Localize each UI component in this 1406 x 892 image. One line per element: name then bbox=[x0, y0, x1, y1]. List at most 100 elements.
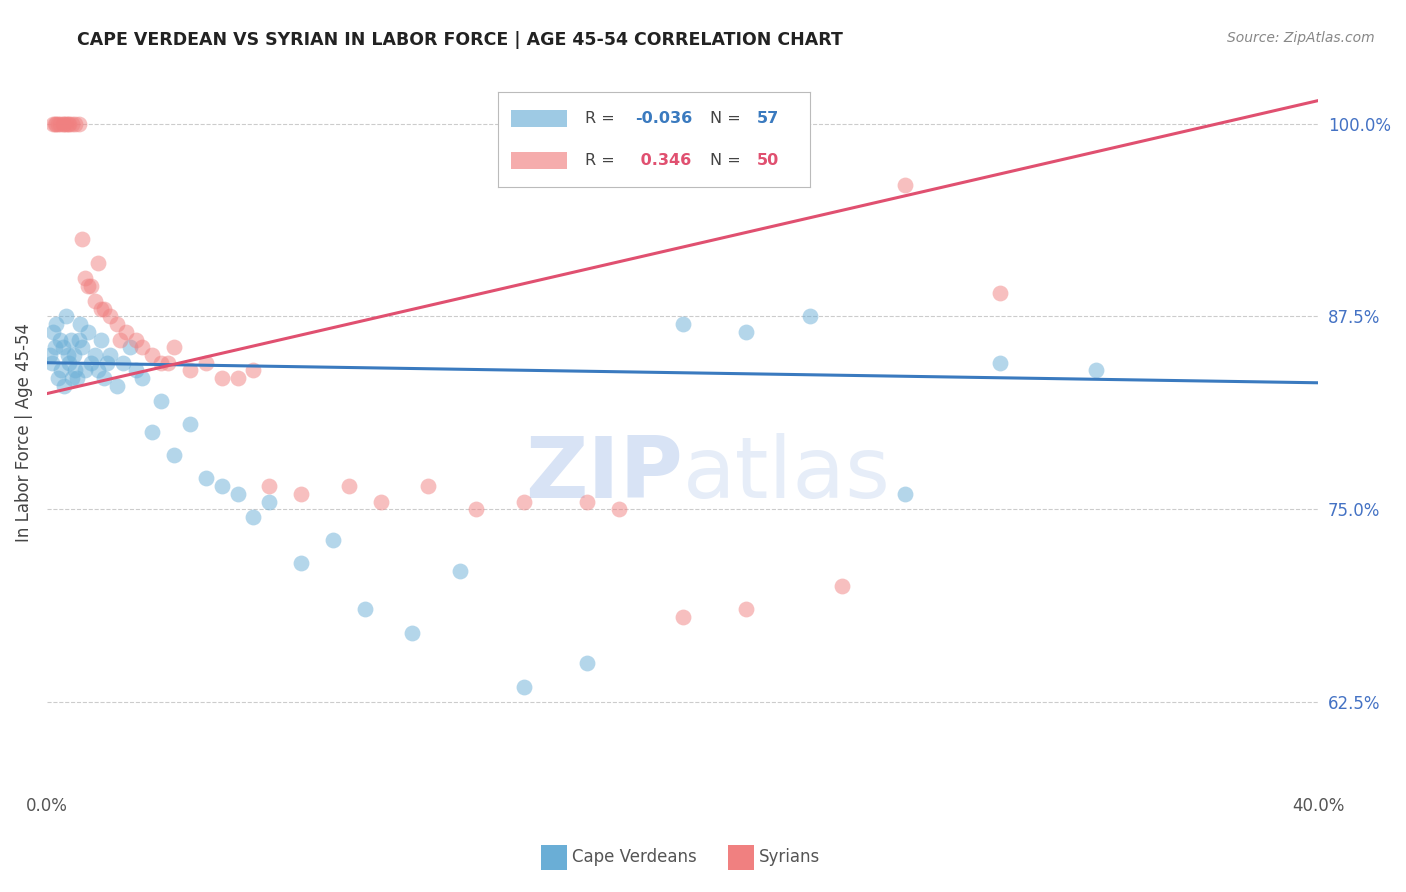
Point bbox=[45, 117, 67, 131]
Y-axis label: In Labor Force | Age 45-54: In Labor Force | Age 45-54 bbox=[15, 323, 32, 541]
Point bbox=[322, 533, 344, 547]
Point bbox=[226, 487, 249, 501]
Text: Cape Verdeans: Cape Verdeans bbox=[572, 848, 697, 866]
Point bbox=[831, 579, 853, 593]
Point bbox=[77, 278, 100, 293]
Point bbox=[69, 317, 91, 331]
Point bbox=[290, 556, 312, 570]
Point bbox=[65, 363, 87, 377]
Point bbox=[67, 333, 90, 347]
Point bbox=[607, 502, 630, 516]
Point bbox=[100, 348, 122, 362]
Point bbox=[58, 356, 80, 370]
Point bbox=[211, 479, 233, 493]
Point bbox=[242, 510, 264, 524]
Point bbox=[90, 301, 112, 316]
Text: Source: ZipAtlas.com: Source: ZipAtlas.com bbox=[1227, 31, 1375, 45]
Point bbox=[576, 657, 599, 671]
Point bbox=[990, 356, 1012, 370]
Point bbox=[418, 479, 440, 493]
Point bbox=[87, 255, 110, 269]
Point bbox=[194, 356, 217, 370]
Point bbox=[93, 301, 115, 316]
Point bbox=[52, 117, 75, 131]
Point bbox=[46, 371, 69, 385]
Point bbox=[671, 317, 693, 331]
Point bbox=[58, 117, 80, 131]
Text: atlas: atlas bbox=[682, 434, 890, 516]
Point bbox=[194, 471, 217, 485]
Point bbox=[59, 333, 82, 347]
Point bbox=[67, 117, 90, 131]
Point bbox=[87, 363, 110, 377]
Point bbox=[512, 680, 534, 694]
Point bbox=[105, 379, 128, 393]
Point bbox=[83, 294, 105, 309]
Point bbox=[990, 286, 1012, 301]
Point bbox=[150, 394, 173, 409]
Point bbox=[90, 333, 112, 347]
Point bbox=[735, 325, 758, 339]
Point bbox=[80, 278, 103, 293]
Point bbox=[141, 348, 163, 362]
Point bbox=[53, 379, 76, 393]
Point bbox=[56, 348, 79, 362]
Point bbox=[55, 117, 77, 131]
Text: ZIP: ZIP bbox=[524, 434, 682, 516]
Point bbox=[48, 117, 70, 131]
Point bbox=[51, 363, 73, 377]
Point bbox=[60, 117, 83, 131]
Point bbox=[73, 363, 96, 377]
Point bbox=[131, 340, 153, 354]
Point bbox=[45, 317, 67, 331]
Point bbox=[42, 117, 65, 131]
Point bbox=[290, 487, 312, 501]
Point bbox=[83, 348, 105, 362]
Point bbox=[894, 178, 917, 193]
Point bbox=[141, 425, 163, 439]
Point bbox=[46, 117, 69, 131]
Point bbox=[100, 310, 122, 324]
Point bbox=[150, 356, 173, 370]
Point bbox=[125, 363, 148, 377]
Point bbox=[259, 494, 281, 508]
Point bbox=[80, 356, 103, 370]
Point bbox=[118, 340, 141, 354]
Point bbox=[226, 371, 249, 385]
Point bbox=[48, 333, 70, 347]
Point bbox=[1084, 363, 1107, 377]
Point bbox=[353, 602, 375, 616]
Point bbox=[242, 363, 264, 377]
Point bbox=[259, 479, 281, 493]
Point bbox=[60, 371, 83, 385]
Point bbox=[66, 371, 89, 385]
Point bbox=[163, 448, 186, 462]
Point bbox=[70, 340, 93, 354]
Point bbox=[39, 348, 62, 362]
Point bbox=[401, 625, 423, 640]
Point bbox=[96, 356, 118, 370]
Point bbox=[65, 117, 87, 131]
Point bbox=[735, 602, 758, 616]
Point bbox=[894, 487, 917, 501]
Point bbox=[576, 494, 599, 508]
Point bbox=[53, 117, 76, 131]
Point bbox=[105, 317, 128, 331]
Point bbox=[44, 340, 66, 354]
Text: Syrians: Syrians bbox=[759, 848, 821, 866]
Point bbox=[44, 117, 66, 131]
Point bbox=[42, 325, 65, 339]
Point bbox=[115, 325, 138, 339]
Point bbox=[799, 310, 821, 324]
Text: CAPE VERDEAN VS SYRIAN IN LABOR FORCE | AGE 45-54 CORRELATION CHART: CAPE VERDEAN VS SYRIAN IN LABOR FORCE | … bbox=[77, 31, 844, 49]
Point bbox=[55, 310, 77, 324]
Point bbox=[671, 610, 693, 624]
Point bbox=[93, 371, 115, 385]
Point bbox=[77, 325, 100, 339]
Point bbox=[63, 348, 86, 362]
Point bbox=[112, 356, 135, 370]
Point bbox=[465, 502, 488, 516]
Point bbox=[156, 356, 179, 370]
Point bbox=[449, 564, 471, 578]
Point bbox=[163, 340, 186, 354]
